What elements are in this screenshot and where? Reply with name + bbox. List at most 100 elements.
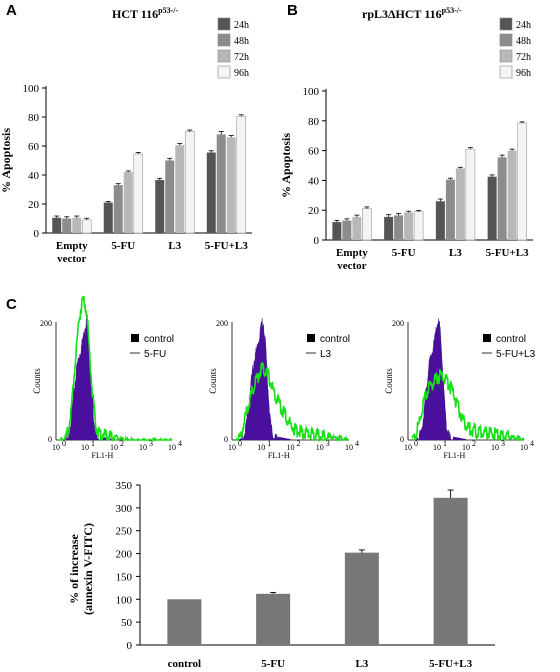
flow-y-axis-label: Counts xyxy=(208,368,218,394)
y-tick-label: 150 xyxy=(116,571,133,583)
legend-swatch xyxy=(217,17,231,31)
bar xyxy=(52,217,62,233)
flow-x-axis-label: FL1-H xyxy=(268,451,290,460)
bar xyxy=(206,152,216,233)
flow-treatment-histogram xyxy=(411,368,525,442)
category-label: Empty xyxy=(336,247,368,259)
panel-letter-b: B xyxy=(287,2,298,19)
bar xyxy=(175,145,185,233)
bar xyxy=(497,157,507,240)
flow-x-tick-label: 10 xyxy=(81,443,89,452)
chart-b-title-text: rpL3ΔHCT 116 xyxy=(362,7,442,21)
category-label: L3 xyxy=(168,240,181,252)
flow-x-tick-label: 10 xyxy=(168,443,176,452)
bar xyxy=(216,134,226,233)
flow-legend-control-swatch xyxy=(131,334,139,342)
flow-x-tick-label: 10 xyxy=(52,443,60,452)
bar xyxy=(404,212,414,240)
y-tick-label: 80 xyxy=(28,112,40,124)
flow-x-tick-exponent: 0 xyxy=(238,439,242,448)
flow-x-tick-label: 10 xyxy=(228,443,236,452)
panel-letter-a: A xyxy=(6,2,17,19)
flow-x-tick-exponent: 2 xyxy=(297,439,301,448)
bar xyxy=(445,179,455,240)
bar xyxy=(167,599,202,645)
flow-x-tick-label: 10 xyxy=(345,443,353,452)
flow-x-tick-label: 10 xyxy=(316,443,324,452)
legend-label: 96h xyxy=(516,68,531,79)
flow-y-tick-label: 0 xyxy=(48,435,52,444)
chart-b-title: rpL3ΔHCT 116p53-/- xyxy=(362,6,462,22)
flow-x-tick-exponent: 0 xyxy=(414,439,418,448)
flow-x-tick-exponent: 1 xyxy=(267,439,271,448)
panel-letter-c: C xyxy=(6,296,17,313)
flow-x-tick-label: 10 xyxy=(139,443,147,452)
legend-swatch xyxy=(217,33,231,47)
y-tick-label: 100 xyxy=(303,86,320,98)
y-tick-label: 100 xyxy=(23,83,40,95)
bar xyxy=(332,222,342,240)
flow-x-tick-exponent: 3 xyxy=(326,439,330,448)
flow-treatment-histogram xyxy=(235,361,349,443)
bar xyxy=(384,216,394,240)
flow-x-tick-label: 10 xyxy=(520,443,528,452)
bar xyxy=(342,220,352,240)
flow-control-histogram xyxy=(237,317,291,441)
category-label: control xyxy=(168,658,201,670)
legend-swatch xyxy=(499,17,513,31)
flow-x-tick-exponent: 2 xyxy=(120,439,124,448)
y-axis-label: % Apoptosis xyxy=(279,133,293,198)
y-axis-label: % of increase xyxy=(67,533,81,603)
flow-x-tick-label: 10 xyxy=(433,443,441,452)
bar xyxy=(435,201,445,240)
flow-legend-treatment-label: 5-FU xyxy=(144,349,166,360)
legend-label: 48h xyxy=(516,36,531,47)
flow-x-tick-exponent: 3 xyxy=(501,439,505,448)
bar xyxy=(62,218,72,233)
bar xyxy=(236,115,247,234)
legend-label: 72h xyxy=(234,52,249,63)
legend-label: 24h xyxy=(234,20,249,31)
chart-a-title-sup: p53-/- xyxy=(158,6,179,15)
y-tick-label: 0 xyxy=(314,235,320,247)
bar xyxy=(344,552,379,645)
bar xyxy=(72,217,82,233)
bar xyxy=(465,148,476,241)
flow-legend-control-label: control xyxy=(144,334,174,345)
bar xyxy=(133,153,144,234)
flow-legend-control-swatch xyxy=(307,334,315,342)
category-label: vector xyxy=(57,253,86,265)
y-tick-label: 0 xyxy=(34,228,40,240)
legend-swatch xyxy=(499,49,513,63)
flow-x-tick-exponent: 2 xyxy=(472,439,476,448)
flow-y-axis-label: Counts xyxy=(32,368,42,394)
bar xyxy=(352,216,362,240)
bar xyxy=(155,180,165,233)
bar xyxy=(455,168,465,240)
bar xyxy=(433,497,468,645)
bar xyxy=(165,160,175,233)
category-label: 5-FU xyxy=(392,247,416,259)
y-tick-label: 20 xyxy=(308,205,320,217)
flow-y-tick-label: 0 xyxy=(400,435,404,444)
y-tick-label: 40 xyxy=(28,170,40,182)
bar xyxy=(123,172,133,233)
bar xyxy=(517,122,527,241)
y-tick-label: 50 xyxy=(121,617,133,629)
flow-legend-treatment-label: 5-FU+L3 xyxy=(496,349,536,360)
bar xyxy=(487,176,497,240)
y-tick-label: 200 xyxy=(116,549,133,561)
y-tick-label: 60 xyxy=(28,141,40,153)
flow-x-tick-label: 10 xyxy=(287,443,295,452)
category-label: 5-FU+L3 xyxy=(486,247,529,259)
flow-x-tick-label: 10 xyxy=(257,443,265,452)
bar xyxy=(362,208,372,241)
flow-y-axis-label: Counts xyxy=(384,368,394,394)
legend-label: 72h xyxy=(516,52,531,63)
bar xyxy=(256,593,291,645)
flow-y-tick-label: 0 xyxy=(224,435,228,444)
flow-y-tick-label: 200 xyxy=(40,319,52,328)
